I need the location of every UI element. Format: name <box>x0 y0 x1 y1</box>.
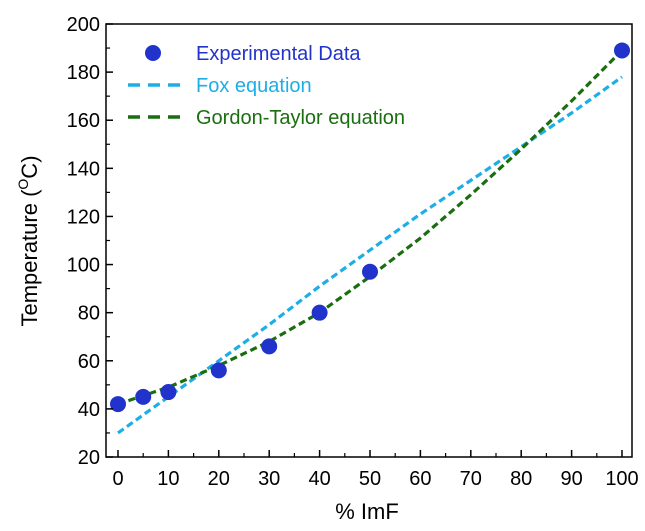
data-point <box>110 396 126 413</box>
x-tick-label: 70 <box>460 468 482 490</box>
y-axis-label-end: C) <box>17 155 42 178</box>
x-axis-label: % ImF <box>335 499 399 524</box>
x-tick-label: 30 <box>258 468 280 490</box>
y-tick-label: 180 <box>67 62 100 84</box>
data-point <box>160 384 177 401</box>
legend-marker <box>145 45 161 61</box>
x-tick-label: 100 <box>605 468 638 490</box>
x-tick-label: 10 <box>157 468 179 490</box>
y-tick-label: 40 <box>78 399 100 421</box>
plot-area <box>110 42 630 435</box>
series-line-1 <box>117 75 623 435</box>
y-tick-label: 200 <box>67 14 100 36</box>
x-tick-label: 40 <box>308 468 330 490</box>
y-axis-label-main: Temperature ( <box>17 189 42 327</box>
x-tick-label: 20 <box>208 468 230 490</box>
x-tick-label: 60 <box>409 468 431 490</box>
series-line-2 <box>117 49 624 406</box>
data-point <box>614 42 630 59</box>
y-tick-label: 140 <box>67 158 100 180</box>
axes: 0 10 20 30 40 50 60 70 80 90 100 20 40 60 80 100 120 140 1… <box>67 14 639 490</box>
data-point <box>362 263 378 280</box>
y-tick-label: 120 <box>67 206 100 228</box>
x-tick-label: 90 <box>560 468 582 490</box>
y-tick-label: 60 <box>78 351 100 373</box>
x-tick-label: 80 <box>510 468 532 490</box>
y-axis-label: Temperature (OC) <box>15 155 42 326</box>
y-tick-label: 160 <box>67 110 100 132</box>
y-axis-label-superscript: O <box>15 179 31 190</box>
data-point <box>261 338 278 355</box>
legend-label: Gordon-Taylor equation <box>196 107 405 129</box>
legend-label: Fox equation <box>196 75 312 97</box>
y-tick-label: 80 <box>78 303 100 325</box>
data-point <box>210 362 227 379</box>
x-tick-label: 0 <box>112 468 123 490</box>
legend: Experimental Data Fox equation Gordon-Tayl… <box>128 43 405 129</box>
data-point <box>311 304 328 321</box>
x-tick-label: 50 <box>359 468 381 490</box>
legend-label: Experimental Data <box>196 43 361 65</box>
y-tick-label: 20 <box>78 447 100 469</box>
data-point <box>135 388 152 405</box>
y-tick-label: 100 <box>67 255 100 277</box>
plot-frame <box>105 23 633 458</box>
